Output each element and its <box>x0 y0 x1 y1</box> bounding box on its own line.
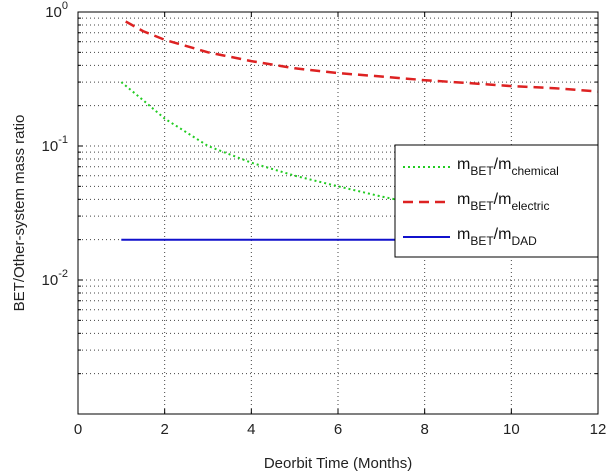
legend-text-part: m <box>457 156 470 173</box>
series-line-electric <box>125 20 599 93</box>
y-tick-exponent: -1 <box>58 134 68 146</box>
y-tick-label: 10-2 <box>42 268 68 289</box>
y-tick-base: 10 <box>42 138 59 155</box>
legend-entry-electric: mBET/melectric <box>457 191 549 213</box>
legend-text-part: m <box>457 191 470 208</box>
legend-entry-DAD: mBET/mDAD <box>457 226 537 248</box>
legend-subscript: BET <box>470 234 494 248</box>
legend-text-part: m <box>457 226 470 243</box>
y-tick-label: 100 <box>45 0 68 21</box>
x-tick-label: 0 <box>74 421 82 438</box>
x-tick-label: 6 <box>334 421 342 438</box>
x-tick-label: 12 <box>590 421 607 438</box>
x-tick-label: 8 <box>420 421 428 438</box>
x-axis-label: Deorbit Time (Months) <box>264 455 412 472</box>
y-tick-exponent: -2 <box>58 268 68 280</box>
legend-subscript: chemical <box>511 164 558 178</box>
x-tick-label: 10 <box>503 421 520 438</box>
legend-text-part: /m <box>494 156 512 173</box>
x-tick-label: 4 <box>247 421 255 438</box>
legend-text-part: /m <box>494 191 512 208</box>
legend-text-part: /m <box>494 226 512 243</box>
legend-subscript: BET <box>470 199 494 213</box>
y-tick-base: 10 <box>42 272 59 289</box>
legend-entry-chemical: mBET/mchemical <box>457 156 559 178</box>
x-tick-label: 2 <box>160 421 168 438</box>
y-tick-base: 10 <box>45 4 62 21</box>
legend-subscript: electric <box>511 199 549 213</box>
y-axis-label: BET/Other-system mass ratio <box>11 115 28 312</box>
legend-subscript: BET <box>470 164 494 178</box>
legend-subscript: DAD <box>511 234 537 248</box>
y-tick-exponent: 0 <box>62 0 68 12</box>
y-tick-label: 10-1 <box>42 134 68 155</box>
